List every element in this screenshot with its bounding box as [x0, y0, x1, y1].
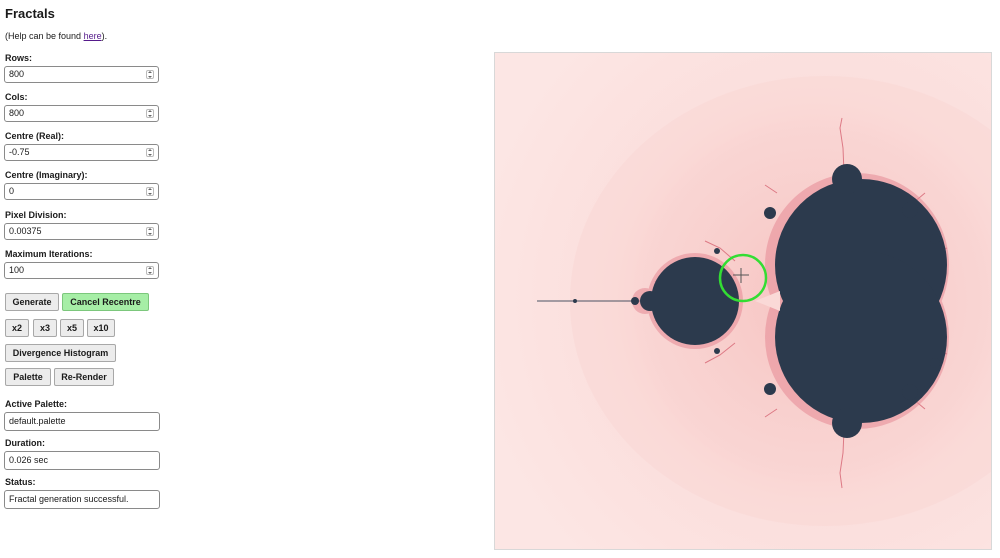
mandelbrot-image[interactable] [495, 53, 991, 549]
rows-value: 800 [9, 69, 25, 79]
cols-input[interactable]: 800 [4, 105, 159, 122]
rerender-button[interactable]: Re-Render [54, 368, 114, 386]
rows-label: Rows: [5, 53, 32, 63]
cancel-recentre-button[interactable]: Cancel Recentre [62, 293, 149, 311]
spin-buttons-icon[interactable] [146, 227, 154, 236]
centre-real-value: -0.75 [9, 147, 30, 157]
rows-input[interactable]: 800 [4, 66, 159, 83]
status-label: Status: [5, 477, 36, 487]
duration-field[interactable]: 0.026 sec [4, 451, 160, 470]
zoom-x3-button[interactable]: x3 [33, 319, 57, 337]
spin-buttons-icon[interactable] [146, 187, 154, 196]
mandelbrot-set [573, 164, 947, 438]
help-suffix: ). [101, 31, 108, 41]
max-iterations-input[interactable]: 100 [4, 262, 159, 279]
cols-value: 800 [9, 108, 25, 118]
page-title: Fractals [5, 6, 55, 21]
spin-buttons-icon[interactable] [146, 266, 154, 275]
pixel-division-input[interactable]: 0.00375 [4, 223, 159, 240]
recentre-ring [718, 253, 768, 303]
help-prefix: (Help can be found [5, 31, 84, 41]
spin-buttons-icon[interactable] [146, 148, 154, 157]
centre-real-label: Centre (Real): [5, 131, 65, 141]
centre-imaginary-label: Centre (Imaginary): [5, 170, 88, 180]
pixel-division-value: 0.00375 [9, 226, 42, 236]
cardioid-cusp [755, 291, 780, 311]
cols-label: Cols: [5, 92, 28, 102]
fractal-canvas[interactable] [494, 52, 992, 550]
zoom-x5-button[interactable]: x5 [60, 319, 84, 337]
centre-imaginary-input[interactable]: 0 [4, 183, 159, 200]
centre-imaginary-value: 0 [9, 186, 15, 196]
crosshair-cursor-icon [733, 268, 749, 283]
duration-label: Duration: [5, 438, 45, 448]
generate-button[interactable]: Generate [5, 293, 59, 311]
zoom-x10-button[interactable]: x10 [87, 319, 115, 337]
active-palette-label: Active Palette: [5, 399, 68, 409]
palette-button[interactable]: Palette [5, 368, 51, 386]
pixel-division-label: Pixel Division: [5, 210, 67, 220]
centre-real-input[interactable]: -0.75 [4, 144, 159, 161]
help-text: (Help can be found here). [5, 31, 107, 41]
zoom-x2-button[interactable]: x2 [5, 319, 29, 337]
spin-buttons-icon[interactable] [146, 70, 154, 79]
max-iterations-value: 100 [9, 265, 25, 275]
active-palette-field[interactable]: default.palette [4, 412, 160, 431]
divergence-histogram-button[interactable]: Divergence Histogram [5, 344, 116, 362]
help-link[interactable]: here [83, 31, 102, 41]
spin-buttons-icon[interactable] [146, 109, 154, 118]
status-field[interactable]: Fractal generation successful. [4, 490, 160, 509]
max-iterations-label: Maximum Iterations: [5, 249, 93, 259]
